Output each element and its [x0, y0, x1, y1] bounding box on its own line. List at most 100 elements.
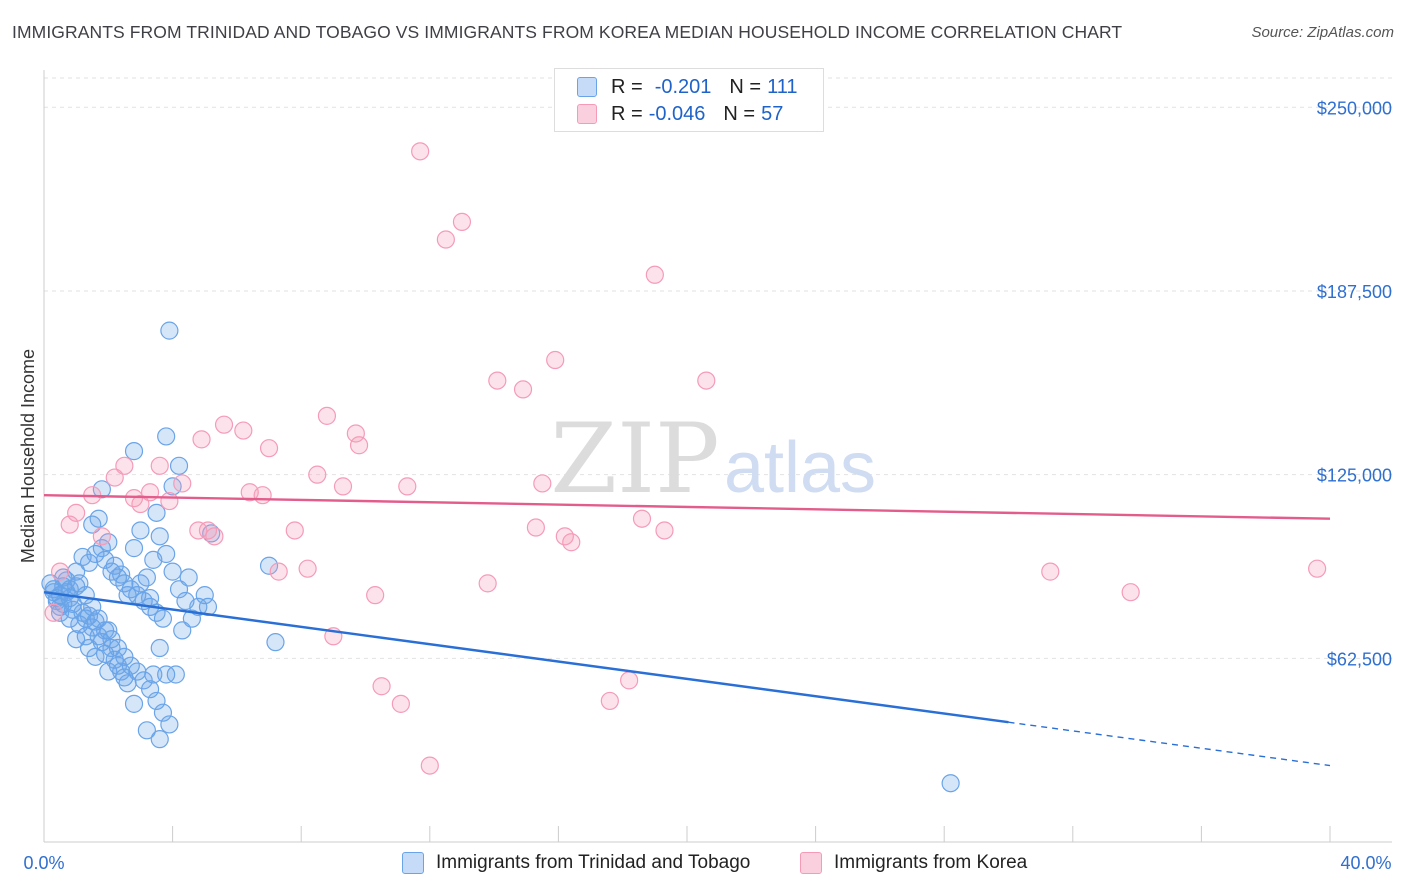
- trinidad-point: [89, 509, 108, 528]
- legend-r-value-korea: -0.046: [648, 102, 706, 125]
- korea-point: [600, 691, 619, 711]
- trend-lines: [43, 494, 1331, 767]
- korea-point: [1308, 559, 1327, 578]
- korea-point: [533, 474, 552, 493]
- korea-point: [115, 456, 134, 475]
- trinidad-point: [157, 427, 176, 446]
- korea-point: [50, 562, 70, 581]
- trinidad-point: [144, 665, 163, 684]
- legend-r-label: R =: [611, 75, 643, 98]
- korea-point: [234, 421, 253, 440]
- legend-n-label: N =: [723, 102, 756, 125]
- trinidad-point: [86, 647, 105, 666]
- trinidad-point: [150, 730, 169, 749]
- source-label: Source: ZipAtlas.com: [1251, 24, 1394, 41]
- trinidad-point: [140, 680, 160, 699]
- trinidad-point: [153, 703, 173, 722]
- trinidad-point: [124, 694, 144, 713]
- korea-point: [346, 424, 365, 443]
- trinidad-point: [173, 621, 192, 640]
- trinidad-point: [131, 521, 150, 540]
- trinidad-point: [137, 721, 156, 740]
- bottom-legend-label-trinidad: Immigrants from Trinidad and Tobago: [436, 852, 751, 873]
- axes: [43, 70, 1392, 843]
- watermark-zip: ZIP: [550, 403, 719, 515]
- trinidad-point: [150, 527, 169, 546]
- trinidad-point: [70, 615, 89, 634]
- korea-point: [452, 212, 472, 231]
- trinidad-point: [189, 597, 208, 616]
- korea-point: [92, 527, 111, 546]
- y-tick-label: $250,000: [1317, 98, 1392, 118]
- trinidad-point: [92, 480, 111, 499]
- grid-lines: [44, 77, 1392, 659]
- legend-swatch-korea: [577, 104, 597, 124]
- korea-point: [562, 533, 581, 552]
- trinidad-point: [182, 609, 201, 628]
- korea-point: [411, 142, 430, 161]
- y-tick-label: $125,000: [1317, 466, 1392, 486]
- legend-r-label: R =: [611, 102, 643, 125]
- trinidad-point: [157, 544, 176, 564]
- trinidad-point: [99, 662, 118, 681]
- korea-point: [285, 521, 304, 540]
- trinidad-point: [147, 691, 166, 711]
- bottom-legend-trinidad: Immigrants from Trinidad and Tobago: [402, 852, 750, 874]
- korea-point: [697, 371, 716, 390]
- korea-point: [173, 474, 192, 493]
- korea-point: [253, 486, 272, 505]
- korea-point: [513, 380, 533, 399]
- trinidad-trend-line: [43, 591, 1009, 724]
- korea-point: [372, 677, 391, 696]
- legend-n-value-korea: 57: [761, 102, 784, 125]
- korea-point: [205, 527, 224, 546]
- korea-point: [526, 518, 545, 537]
- y-tick-label: $62,500: [1327, 649, 1392, 669]
- korea-point: [478, 574, 497, 593]
- korea-point: [645, 265, 664, 284]
- bottom-legend-swatch-trinidad: [402, 852, 424, 874]
- trinidad-point: [147, 503, 166, 522]
- legend-r-value-trinidad: -0.201: [654, 75, 712, 98]
- korea-point: [214, 415, 234, 434]
- korea-point: [44, 603, 63, 622]
- trinidad-point: [259, 556, 279, 575]
- legend-n-value-trinidad: 111: [767, 75, 798, 98]
- korea-point: [160, 491, 179, 511]
- trinidad-point: [266, 633, 285, 652]
- trinidad-point: [89, 609, 108, 628]
- trinidad-point: [124, 539, 144, 558]
- korea-point: [632, 509, 652, 528]
- korea-point: [308, 465, 327, 484]
- trinidad-point: [169, 456, 189, 475]
- korea-point: [150, 456, 169, 475]
- series-trinidad-points: [41, 321, 960, 793]
- trinidad-point: [160, 321, 179, 340]
- trinidad-point: [169, 580, 189, 599]
- trinidad-point: [95, 550, 115, 569]
- x-tick-label: 0.0%: [23, 853, 64, 873]
- trinidad-point: [941, 774, 960, 793]
- watermark-atlas: atlas: [724, 428, 876, 508]
- legend-row-trinidad: R = -0.201 N = 111: [577, 75, 798, 99]
- y-tick-label: $187,500: [1317, 282, 1392, 302]
- korea-point: [620, 671, 639, 690]
- korea-point: [655, 521, 674, 540]
- trinidad-point: [60, 609, 79, 628]
- correlation-legend: R = -0.201 N = 111 R = -0.046 N = 57: [554, 68, 824, 132]
- trinidad-point: [67, 630, 86, 649]
- trinidad-point: [163, 562, 182, 581]
- korea-point: [298, 559, 317, 578]
- korea-point: [317, 406, 337, 425]
- trinidad-point: [50, 603, 70, 622]
- trinidad-point: [124, 442, 144, 461]
- korea-point: [391, 694, 410, 713]
- korea-point: [366, 586, 385, 605]
- korea-point: [333, 477, 353, 496]
- korea-point: [105, 468, 124, 487]
- trinidad-trend-extension: [1008, 721, 1331, 767]
- trinidad-point: [137, 568, 156, 587]
- legend-row-korea: R = -0.046 N = 57: [577, 102, 783, 126]
- trinidad-point: [118, 586, 137, 605]
